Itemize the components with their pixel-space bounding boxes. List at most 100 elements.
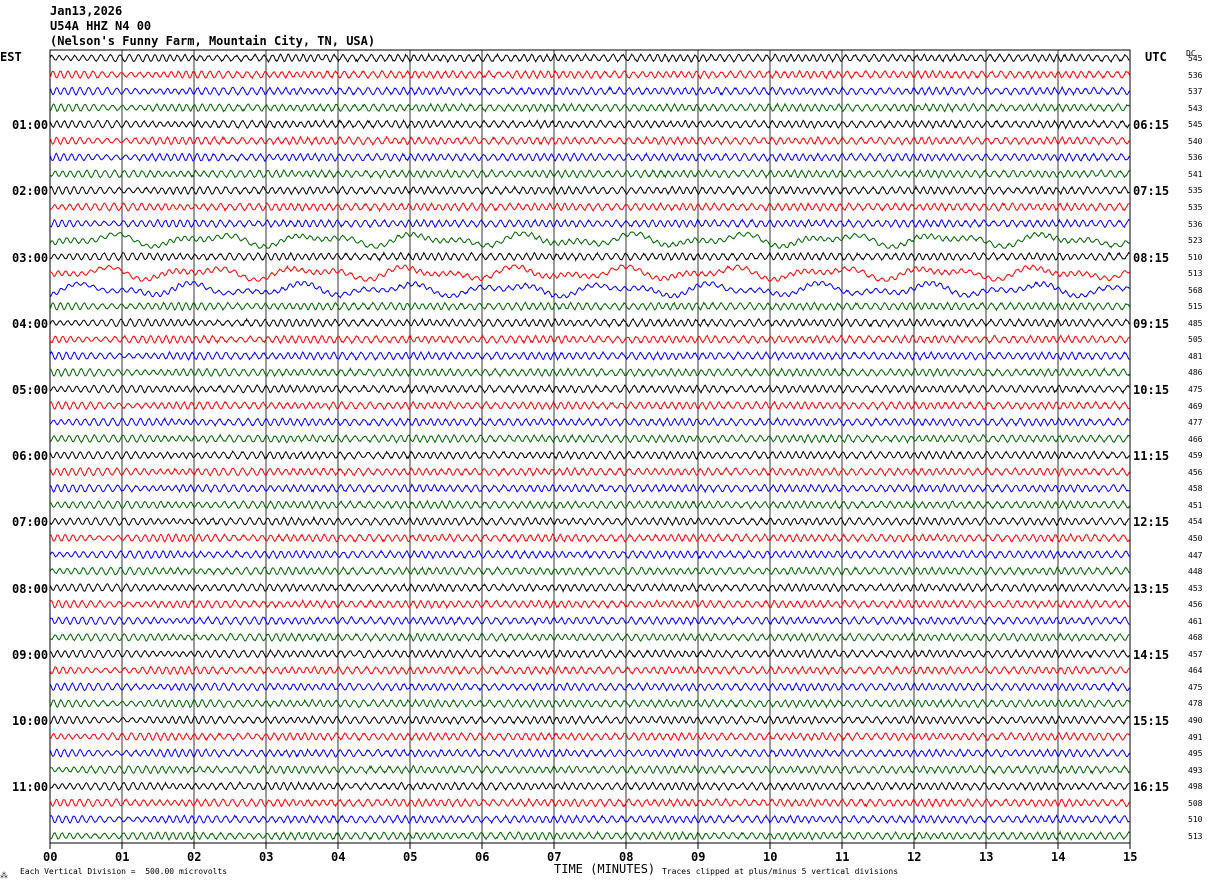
seismic-trace xyxy=(49,85,1130,97)
seismic-trace xyxy=(49,119,1130,130)
seismic-trace xyxy=(49,731,1130,742)
seismic-trace xyxy=(49,168,1130,180)
left-hour-label: 10:00 xyxy=(12,714,49,728)
plot-frame xyxy=(49,49,1131,844)
dc-offset-label: 454 xyxy=(1188,517,1203,527)
seismic-trace xyxy=(49,334,1130,345)
seismic-trace xyxy=(49,367,1130,378)
x-tick-label: 08 xyxy=(619,850,634,864)
left-hour-label: 04:00 xyxy=(12,316,49,331)
x-tick-label: 00 xyxy=(43,850,58,864)
x-tick-label: 04 xyxy=(331,850,346,864)
station-id: U54A HHZ N4 00 xyxy=(50,19,152,33)
dc-offset-label: 453 xyxy=(1188,583,1203,593)
seismic-trace xyxy=(49,549,1130,560)
x-tick-label: 10 xyxy=(763,850,778,864)
seismic-trace xyxy=(49,780,1130,792)
dc-offset-label: 541 xyxy=(1188,169,1203,179)
right-hour-label: 14:15 xyxy=(1133,647,1170,662)
x-tick-label: 12 xyxy=(907,850,922,864)
x-tick-label: 15 xyxy=(1123,850,1138,864)
seismic-trace xyxy=(49,383,1130,395)
dc-offset-label: 486 xyxy=(1188,368,1203,378)
dc-offset-label: 498 xyxy=(1188,782,1203,792)
dc-offset-label: 535 xyxy=(1188,186,1203,196)
x-tick-label: 01 xyxy=(115,850,130,864)
seismic-trace xyxy=(49,231,1130,249)
left-hour-label: 07:00 xyxy=(12,515,49,530)
dc-offset-label: 481 xyxy=(1188,351,1203,361)
right-hour-label: 09:15 xyxy=(1133,316,1170,331)
seismic-trace xyxy=(49,748,1130,759)
dc-offset-label: 456 xyxy=(1188,600,1203,610)
seismic-trace xyxy=(49,218,1130,229)
x-tick-label: 14 xyxy=(1051,850,1066,864)
vertical-division-note: Each Vertical Division = 500.00 microvol… xyxy=(20,867,228,876)
seismic-trace xyxy=(49,301,1130,312)
dc-offset-label: 466 xyxy=(1188,434,1203,444)
seismic-trace xyxy=(49,281,1130,299)
seismic-trace xyxy=(49,264,1130,282)
dc-offset-label: 451 xyxy=(1188,500,1203,510)
left-hour-label: 09:00 xyxy=(12,647,49,662)
seismic-trace xyxy=(49,317,1130,329)
dc-offset-label: 510 xyxy=(1188,815,1203,825)
x-tick-label: 13 xyxy=(979,850,994,864)
dc-offset-label: 536 xyxy=(1188,153,1203,163)
dc-offset-label: 543 xyxy=(1188,103,1203,113)
dc-offset-label: 495 xyxy=(1188,749,1203,759)
dc-offset-label: 457 xyxy=(1188,649,1203,659)
right-hour-label: 10:15 xyxy=(1133,383,1170,397)
seismic-trace xyxy=(49,532,1130,544)
right-hour-label: 06:15 xyxy=(1133,118,1170,133)
seismic-trace xyxy=(49,102,1130,114)
dc-offset-label: 513 xyxy=(1188,269,1203,279)
seismic-trace xyxy=(49,797,1130,809)
seismic-trace xyxy=(49,665,1130,676)
seismic-trace xyxy=(49,515,1130,527)
dc-offset-label: 458 xyxy=(1188,484,1203,494)
seismic-trace xyxy=(49,52,1130,64)
seismic-trace xyxy=(49,466,1130,478)
left-hour-label: 01:00 xyxy=(12,118,49,133)
dc-offset-label: 510 xyxy=(1188,252,1203,262)
dc-offset-label: 536 xyxy=(1188,70,1203,80)
right-hour-label: 16:15 xyxy=(1133,780,1170,795)
dc-offset-label: 478 xyxy=(1188,699,1203,709)
left-hour-label: 06:00 xyxy=(12,449,49,464)
seismic-trace xyxy=(49,582,1130,594)
seismic-trace xyxy=(49,433,1130,444)
left-hour-label: 08:00 xyxy=(12,581,49,596)
corner-mark: ⁂ xyxy=(0,871,8,880)
left-hour-label: 05:00 xyxy=(12,383,49,397)
dc-offset-label: 459 xyxy=(1188,451,1203,461)
dc-offset-label: 490 xyxy=(1188,716,1203,725)
dc-offset-label: 568 xyxy=(1188,285,1203,295)
seismic-trace xyxy=(49,416,1130,428)
seismic-trace xyxy=(49,714,1130,726)
station-location: (Nelson's Funny Farm, Mountain City, TN,… xyxy=(50,34,376,48)
seismic-trace xyxy=(49,350,1130,362)
dc-offset-label: 508 xyxy=(1188,798,1203,808)
clip-note: Traces clipped at plus/minus 5 vertical … xyxy=(662,867,899,876)
seismic-trace xyxy=(49,184,1130,196)
seismic-trace xyxy=(49,764,1130,775)
dc-offset-label: 545 xyxy=(1188,120,1203,130)
dc-offset-label: 536 xyxy=(1188,219,1203,229)
seismic-trace xyxy=(49,631,1130,643)
dc-offset-label: 475 xyxy=(1188,682,1203,692)
dc-offset-label: 491 xyxy=(1188,732,1203,742)
dc-offset-label: 515 xyxy=(1188,302,1203,312)
dc-offset-label: 475 xyxy=(1188,385,1203,394)
dc-header: DC xyxy=(1186,49,1196,58)
dc-offset-label: 461 xyxy=(1188,616,1203,626)
right-hour-label: 08:15 xyxy=(1133,250,1170,265)
right-hour-label: 12:15 xyxy=(1133,515,1170,530)
x-tick-label: 03 xyxy=(259,850,274,864)
dc-offset-label: 505 xyxy=(1188,335,1203,345)
x-tick-label: 05 xyxy=(403,850,418,864)
dc-offset-label: 513 xyxy=(1188,831,1203,841)
dc-offset-label: 540 xyxy=(1188,136,1203,146)
dc-offset-label: 456 xyxy=(1188,467,1203,477)
dc-offset-label: 450 xyxy=(1188,533,1203,543)
